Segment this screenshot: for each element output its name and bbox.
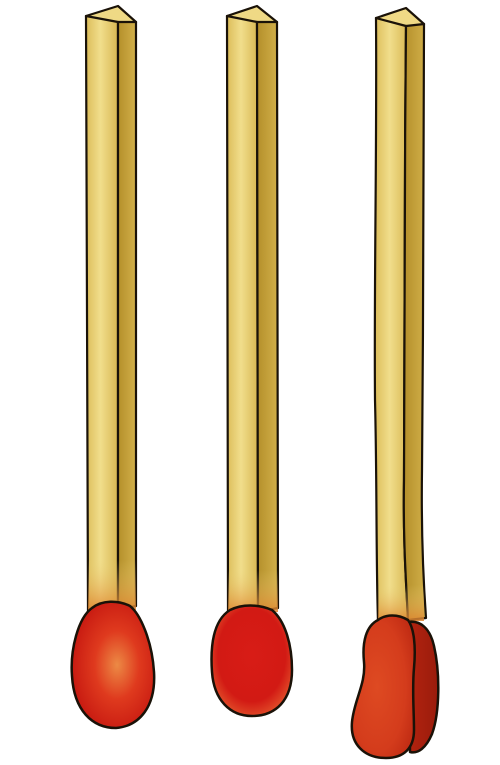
match-3-stick xyxy=(373,6,428,624)
matchstick-3 xyxy=(350,6,440,760)
matchstick-1 xyxy=(70,4,156,730)
match-1-stick xyxy=(84,4,138,614)
match-1-head xyxy=(70,600,156,730)
match-2-head xyxy=(210,604,294,718)
match-3-head xyxy=(350,614,440,760)
match-2-stick xyxy=(225,4,280,614)
matchstick-2 xyxy=(210,4,294,718)
